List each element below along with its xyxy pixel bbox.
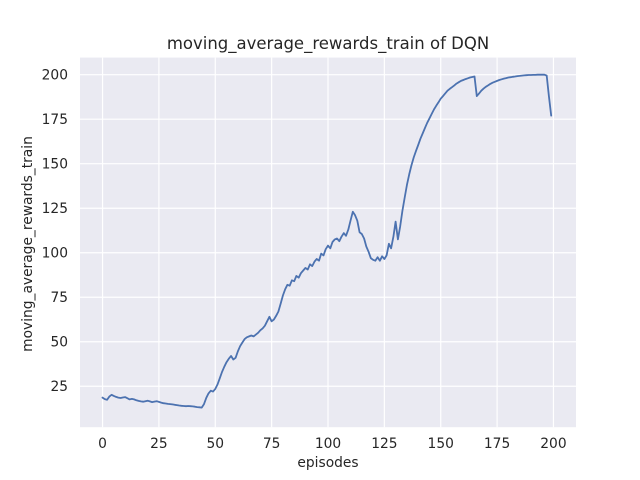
x-tick-label: 175 <box>484 436 510 452</box>
y-tick-label: 25 <box>50 379 68 395</box>
y-tick-label: 175 <box>42 112 68 128</box>
chart-title: moving_average_rewards_train of DQN <box>166 34 490 53</box>
x-tick-label: 25 <box>150 436 168 452</box>
y-tick-label: 125 <box>42 201 68 217</box>
x-tick-label: 0 <box>98 436 107 452</box>
x-tick-label: 50 <box>206 436 224 452</box>
y-tick-label: 75 <box>50 290 68 306</box>
y-axis-label: moving_average_rewards_train <box>20 136 36 352</box>
y-tick-label: 200 <box>42 67 68 83</box>
y-tick-label: 100 <box>42 246 68 262</box>
x-tick-label: 200 <box>540 436 566 452</box>
x-tick-label: 100 <box>315 436 341 452</box>
x-axis-label: episodes <box>297 455 359 471</box>
y-tick-label: 50 <box>50 335 68 351</box>
x-tick-label: 75 <box>263 436 281 452</box>
y-tick-label: 150 <box>42 157 68 173</box>
reward-line <box>101 73 553 409</box>
x-tick-label: 150 <box>428 436 454 452</box>
x-tick-label: 125 <box>371 436 397 452</box>
